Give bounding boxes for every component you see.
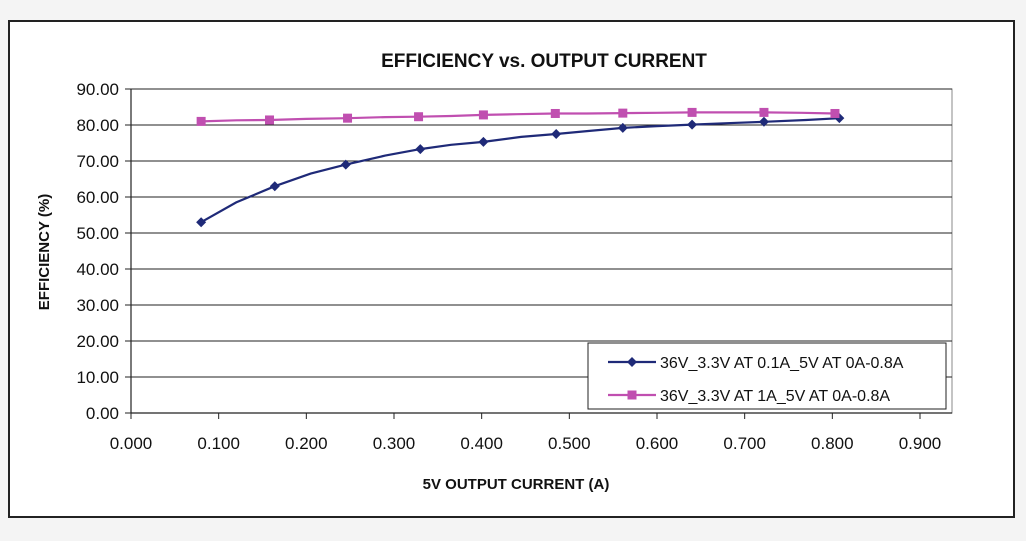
x-tick-label: 0.000 [110,434,153,453]
series-line [200,117,840,224]
chart-title: EFFICIENCY vs. OUTPUT CURRENT [381,51,707,72]
x-tick-label: 0.900 [899,434,942,453]
x-tick-label: 0.800 [811,434,854,453]
series-line [201,111,836,123]
series-layer [196,107,845,228]
x-tick-label: 0.600 [636,434,679,453]
data-point [196,116,206,126]
y-tick-label: 80.00 [76,116,119,135]
y-tick-label: 40.00 [76,260,119,279]
y-tick-label: 50.00 [76,224,119,243]
series-2 [196,107,840,126]
y-axis-label: EFFICIENCY (%) [36,194,53,310]
data-point [551,129,562,139]
x-tick-label: 0.500 [548,434,591,453]
data-point [478,110,488,120]
data-point [269,181,280,192]
y-tick-label: 90.00 [76,80,119,99]
y-tick-label: 10.00 [76,368,119,387]
y-tick-label: 0.00 [86,404,119,423]
data-point [343,113,353,123]
data-point [265,115,275,125]
legend-label: 36V_3.3V AT 1A_5V AT 0A-0.8A [660,388,890,405]
x-tick-label: 0.200 [285,434,328,453]
x-tick-labels: 0.000 0.100 0.200 0.300 0.400 0.500 0.600 0.700… [110,434,942,453]
y-tick-label: 70.00 [76,152,119,171]
data-point [414,112,424,122]
x-tick-label: 0.400 [460,434,503,453]
y-tick-labels: 0.00 10.00 20.00 30.00 40.00 50.00 60.00 70.00 8… [76,80,119,423]
legend-marker [627,357,637,367]
data-point [687,119,698,130]
y-tick-label: 20.00 [76,332,119,351]
x-axis-label: 5V OUTPUT CURRENT (A) [423,476,610,493]
data-point [618,108,628,118]
data-point [340,159,351,170]
legend-marker [627,390,637,400]
y-tick-label: 30.00 [76,296,119,315]
data-point [687,107,697,117]
series-1 [196,113,845,228]
x-tick-label: 0.300 [373,434,416,453]
data-point [617,122,628,133]
data-point [758,116,769,127]
data-point [550,108,560,118]
data-point [196,217,207,228]
legend-box [587,342,947,410]
data-point [478,136,489,147]
data-point [830,108,840,118]
x-tick-label: 0.700 [723,434,766,453]
data-point [759,107,769,117]
legend-label: 36V_3.3V AT 0.1A_5V AT 0A-0.8A [660,355,904,372]
axes [125,88,952,419]
data-point [415,144,426,155]
x-tick-label: 0.100 [197,434,240,453]
legend: 36V_3.3V AT 0.1A_5V AT 0A-0.8A 36V_3.3V A… [587,342,947,410]
y-tick-label: 60.00 [76,188,119,207]
